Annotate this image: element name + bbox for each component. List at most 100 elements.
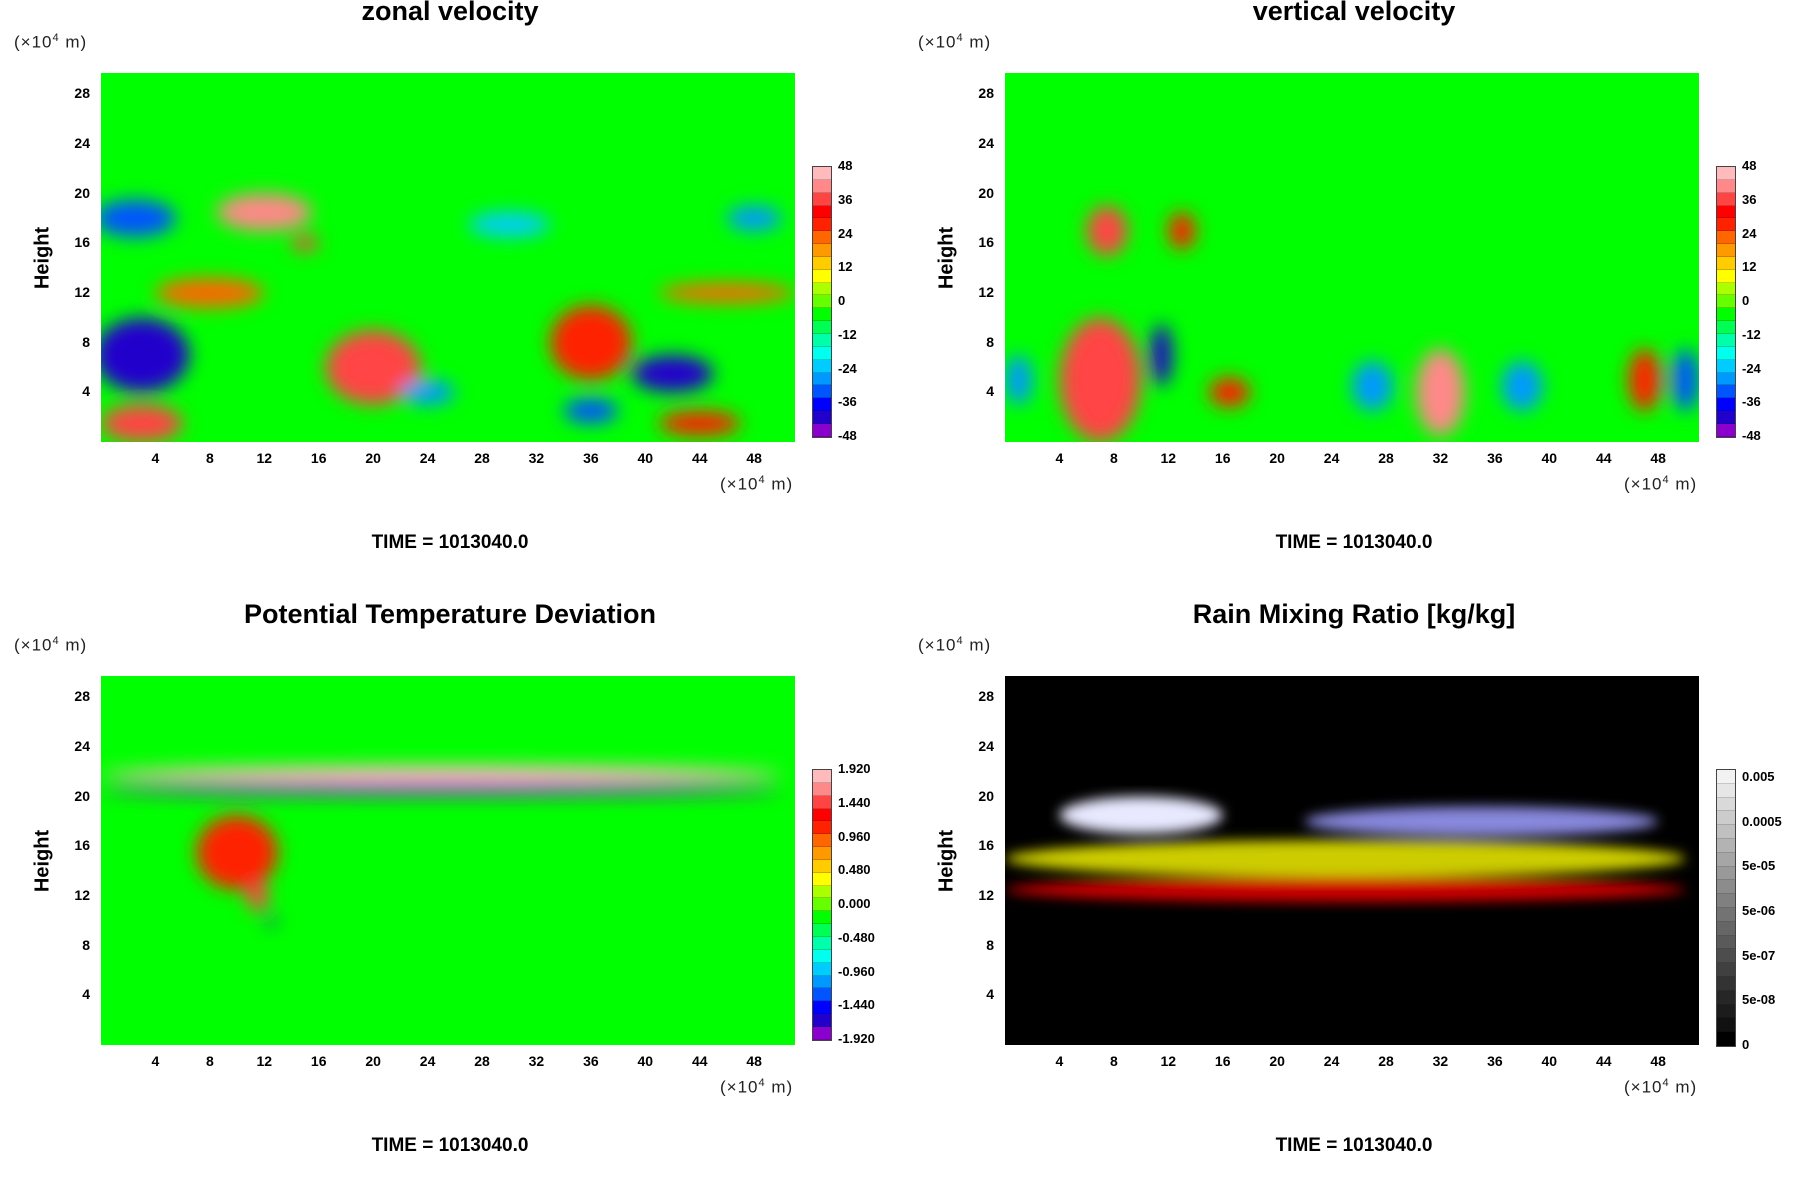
- heatmap-svg: [1005, 676, 1699, 1045]
- x-tick-label: 32: [528, 450, 545, 466]
- colorbar-segment: [813, 346, 831, 360]
- colorbar-segment: [813, 872, 831, 886]
- colorbar-segment: [813, 795, 831, 809]
- colorbar-tick-label: 48: [1742, 158, 1757, 173]
- heatmap-feature: [1209, 377, 1250, 408]
- colorbar-tick-label: 1.440: [838, 794, 871, 810]
- y-tick-label: 4: [82, 383, 90, 400]
- colorbar-segment: [813, 321, 831, 334]
- colorbar-segment: [813, 962, 831, 976]
- colorbar-tick-label: 36: [1742, 191, 1757, 207]
- x-tick-label: 28: [1378, 450, 1394, 466]
- x-tick-label: 48: [746, 450, 762, 466]
- x-tick-label: 28: [474, 450, 490, 466]
- colorbar-segment: [813, 1014, 831, 1027]
- x-tick-label: 44: [1595, 1053, 1612, 1069]
- y-tick-label: 28: [74, 85, 90, 102]
- x-tick-label: 8: [1109, 1053, 1118, 1069]
- y-tick-label: 16: [74, 234, 90, 251]
- y-tick-label: 24: [74, 134, 90, 151]
- colorbar-tick-label: -12: [838, 326, 857, 342]
- colorbar-tick-label: 0: [838, 293, 846, 308]
- x-tick-label: 4: [1055, 450, 1064, 466]
- colorbar-segment: [1717, 921, 1735, 936]
- y-tick-label: 20: [74, 184, 90, 201]
- time-label: TIME = 1013040.0: [1275, 1135, 1433, 1156]
- y-tick-label: 12: [978, 283, 994, 300]
- colorbar-segment: [1717, 866, 1735, 881]
- colorbar-segment: [813, 333, 831, 347]
- colorbar-segment: [813, 885, 831, 899]
- colorbar-segment: [813, 359, 831, 373]
- colorbar-tick-label: -0.960: [838, 963, 875, 979]
- heatmap-feature: [726, 205, 782, 231]
- y-tick-label: 20: [978, 787, 994, 804]
- colorbar-segment: [1717, 1004, 1735, 1019]
- x-tick-label: 44: [1595, 450, 1612, 466]
- colorbar-segment: [813, 385, 831, 399]
- colorbar-segment: [1717, 783, 1735, 798]
- colorbar-tick-label: -24: [1742, 360, 1761, 376]
- colorbar-segment: [1717, 811, 1735, 826]
- y-tick-label: 16: [978, 837, 994, 854]
- colorbar-segment: [1717, 308, 1735, 322]
- heatmap-feature: [196, 815, 278, 890]
- colorbar-segment: [813, 282, 831, 296]
- colorbar-tick-label: -0.480: [838, 929, 875, 945]
- panel-potential-temperature: Potential Temperature Deviation (×104 m)…: [0, 599, 900, 1203]
- x-tick-label: 12: [1160, 450, 1177, 466]
- x-tick-label: 16: [310, 1053, 327, 1069]
- colorbar-segment: [1717, 205, 1735, 219]
- colorbar-segment: [813, 308, 831, 322]
- colorbar-segment: [1717, 411, 1735, 424]
- colorbar-segment: [1717, 179, 1735, 193]
- x-tick-label: 36: [1487, 1053, 1503, 1069]
- colorbar-segment: [1717, 269, 1735, 283]
- x-tick-label: 12: [1160, 1053, 1177, 1069]
- colorbar-tick-label: 1.920: [838, 761, 871, 776]
- colorbar-segment: [1717, 770, 1735, 784]
- colorbar-segment: [1717, 990, 1735, 1005]
- colorbar-segment: [1717, 880, 1735, 895]
- colorbar-segment: [813, 924, 831, 937]
- heatmap-feature: [325, 330, 421, 405]
- panel-vertical-velocity: vertical velocity (×104 m) Height 4 8 12 16…: [904, 0, 1800, 600]
- y-tick-label: 8: [82, 333, 90, 350]
- colorbar-segment: [813, 859, 831, 873]
- y-tick-label: 16: [74, 837, 90, 854]
- heatmap-feature: [291, 235, 319, 251]
- colorbar-segment: [813, 192, 831, 206]
- panel-rain-mixing-ratio: Rain Mixing Ratio [kg/kg] (×104 m) Heigh…: [904, 599, 1800, 1203]
- colorbar-segment: [813, 295, 831, 309]
- heatmap-feature: [1304, 806, 1659, 837]
- colorbar-tick-label: 5e-06: [1742, 903, 1776, 918]
- colorbar-segment: [1717, 218, 1735, 232]
- heatmap-feature: [101, 765, 782, 783]
- colorbar-segment: [1717, 423, 1735, 437]
- colorbar-segment: [1717, 372, 1735, 386]
- x-tick-label: 24: [419, 450, 436, 466]
- colorbar-segment: [1717, 1032, 1735, 1046]
- x-tick-label: 44: [691, 1053, 708, 1069]
- x-tick-label: 8: [205, 1053, 214, 1069]
- colorbar-tick-label: -36: [1742, 394, 1761, 410]
- y-tick-label: 28: [978, 85, 994, 102]
- chart-title: zonal velocity: [361, 0, 539, 26]
- y-tick-label: 8: [986, 333, 994, 350]
- chart-title: Potential Temperature Deviation: [243, 599, 657, 629]
- x-tick-label: 28: [1378, 1053, 1394, 1069]
- colorbar-tick-label: 24: [838, 225, 853, 241]
- y-tick-label: 28: [74, 688, 90, 705]
- x-tick-label: 48: [1650, 450, 1666, 466]
- colorbar: [1716, 166, 1736, 438]
- colorbar-segment: [1717, 797, 1735, 812]
- colorbar-tick-label: 24: [1742, 225, 1757, 241]
- y-tick-label: 24: [978, 134, 994, 151]
- x-tick-label: 40: [637, 450, 654, 466]
- colorbar-segment: [1717, 852, 1735, 867]
- colorbar-segment: [813, 411, 831, 424]
- colorbar-segment: [1717, 935, 1735, 950]
- colorbar-segment: [1717, 825, 1735, 839]
- colorbar-segment: [813, 782, 831, 796]
- y-tick-label: 12: [74, 886, 90, 903]
